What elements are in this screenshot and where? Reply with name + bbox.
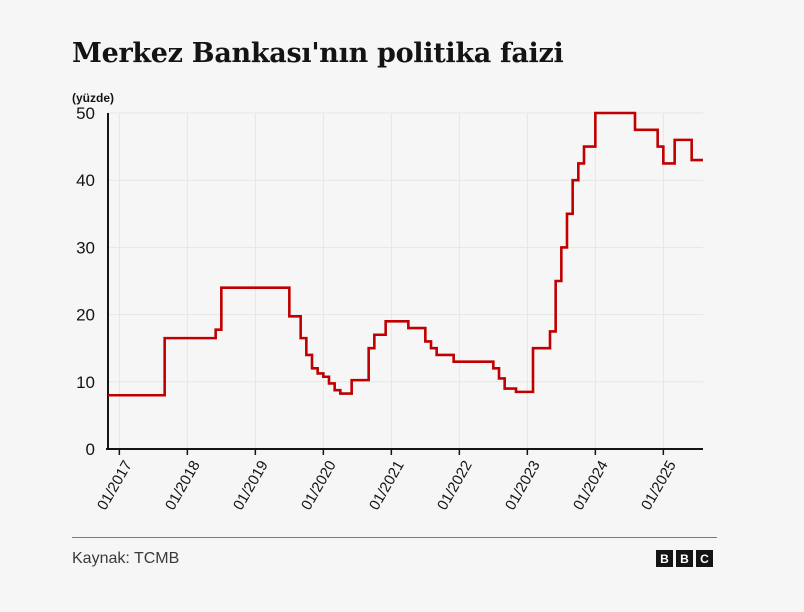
logo-letter: B xyxy=(676,550,693,567)
policy-rate-chart: 0 10 20 30 40 50 01/2017 01/2018 01/2019 01/2020 0… xyxy=(76,104,703,513)
x-tick-label: 01/2020 xyxy=(298,458,340,513)
x-tick-label: 01/2024 xyxy=(570,458,612,513)
x-tick-label: 01/2021 xyxy=(366,458,408,513)
footer-divider xyxy=(72,537,717,538)
x-tick-label: 01/2025 xyxy=(638,458,680,513)
x-tick-label: 01/2022 xyxy=(434,458,476,513)
x-tick-label: 01/2017 xyxy=(94,458,136,513)
y-tick-label: 40 xyxy=(76,171,95,190)
y-tick-label: 50 xyxy=(76,104,95,123)
y-tick-label: 20 xyxy=(76,306,95,325)
logo-letter: B xyxy=(656,550,673,567)
bbc-logo: B B C xyxy=(656,550,713,567)
chart-title: Merkez Bankası'nın politika faizi xyxy=(72,38,564,69)
x-tick-label: 01/2018 xyxy=(162,458,204,513)
y-tick-label: 0 xyxy=(86,440,95,459)
source-note: Kaynak: TCMB xyxy=(72,550,180,567)
y-unit-label: (yüzde) xyxy=(72,91,114,105)
logo-letter: C xyxy=(696,550,713,567)
y-tick-label: 10 xyxy=(76,373,95,392)
y-tick-label: 30 xyxy=(76,238,95,257)
policy-rate-line xyxy=(108,111,703,397)
x-tick-label: 01/2019 xyxy=(230,458,272,513)
x-tick-label: 01/2023 xyxy=(502,458,544,513)
